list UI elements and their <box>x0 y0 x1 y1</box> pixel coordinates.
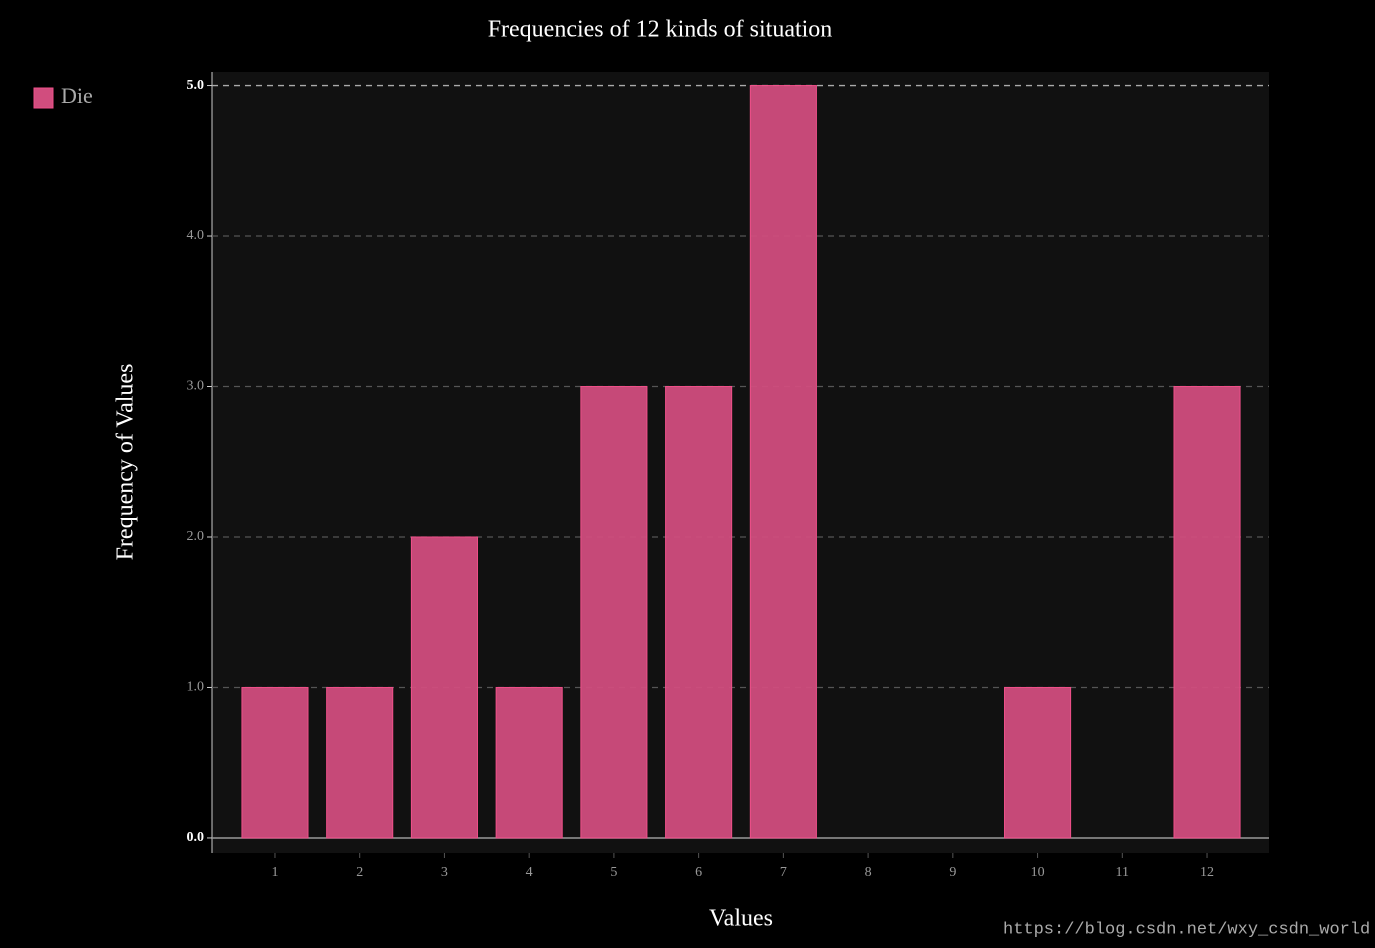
y-tick-label: 2.0 <box>187 529 205 544</box>
y-tick-label: 1.0 <box>187 680 205 695</box>
watermark: https://blog.csdn.net/wxy_csdn_world <box>1003 920 1370 939</box>
x-tick-label: 11 <box>1116 865 1129 880</box>
bar <box>326 686 394 839</box>
x-tick-label: 10 <box>1031 865 1045 880</box>
y-tick-label: 4.0 <box>187 228 205 243</box>
x-tick-label: 2 <box>356 865 363 880</box>
y-axis-label: Frequency of Values <box>113 364 139 561</box>
bar <box>665 386 733 839</box>
bar <box>241 686 309 839</box>
bar <box>495 686 563 839</box>
bar <box>1004 686 1072 839</box>
legend-swatch <box>33 87 54 109</box>
x-tick-label: 3 <box>441 865 448 880</box>
x-tick-label: 8 <box>865 865 872 880</box>
bar <box>410 536 478 839</box>
x-tick-label: 7 <box>780 865 787 880</box>
chart-title: Frequencies of 12 kinds of situation <box>488 17 833 43</box>
x-tick-label: 1 <box>271 865 278 880</box>
y-tick-label: 0.0 <box>187 830 205 845</box>
legend-label: Die <box>61 83 93 108</box>
x-tick-label: 6 <box>695 865 702 880</box>
x-tick-label: 12 <box>1200 865 1214 880</box>
y-tick-label: 5.0 <box>187 78 205 93</box>
bar <box>1173 386 1241 839</box>
y-tick-label: 3.0 <box>187 379 205 394</box>
bar <box>749 85 817 839</box>
x-tick-label: 5 <box>610 865 617 880</box>
bar <box>580 386 648 839</box>
x-tick-label: 4 <box>526 865 533 880</box>
x-tick-label: 9 <box>949 865 956 880</box>
x-axis-label: Values <box>709 906 773 932</box>
